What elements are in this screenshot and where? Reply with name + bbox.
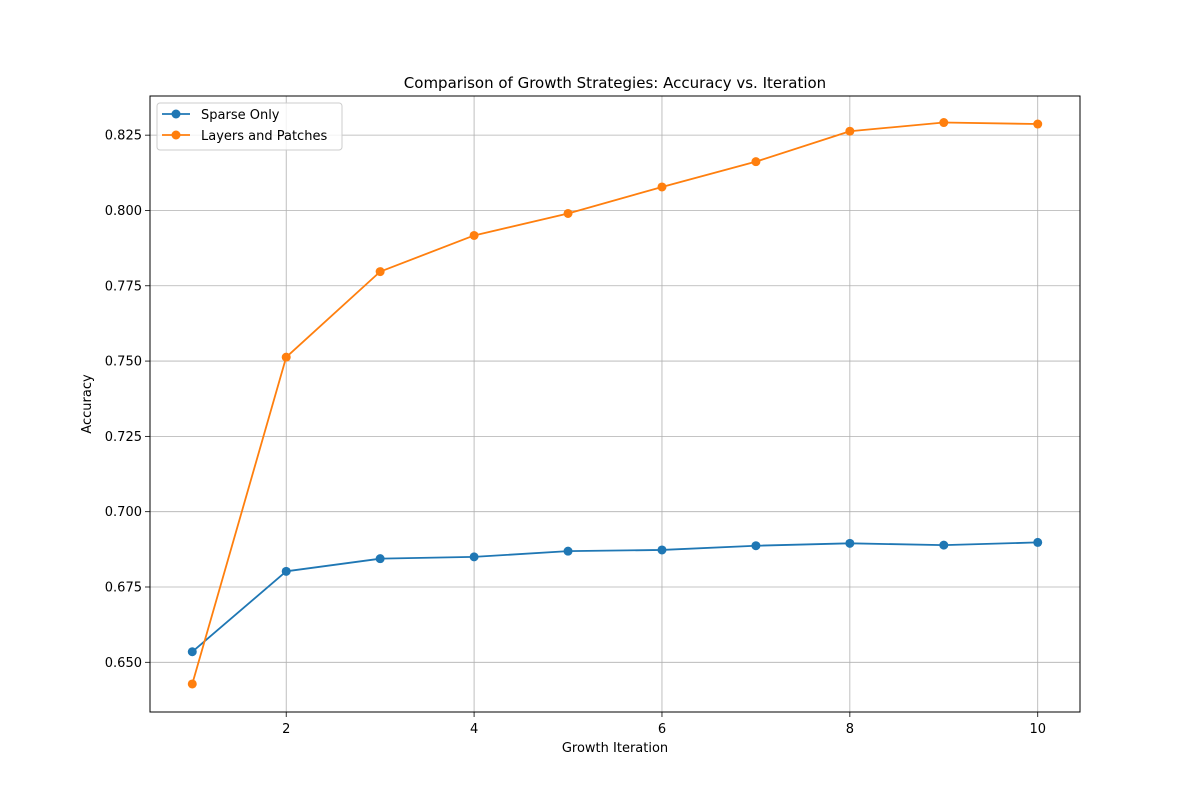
x-axis-label: Growth Iteration xyxy=(562,741,668,756)
plot-frame xyxy=(149,95,1081,713)
data-point-sparse-only xyxy=(563,546,573,556)
legend-marker-sparse-only xyxy=(171,109,181,119)
y-tick-label: 0.725 xyxy=(105,430,142,445)
data-point-layers-and-patches xyxy=(469,230,479,240)
data-point-sparse-only xyxy=(375,554,385,564)
x-tick-label: 2 xyxy=(282,722,290,737)
data-point-sparse-only xyxy=(657,545,667,555)
data-point-layers-and-patches xyxy=(375,267,385,277)
legend-label-layers-and-patches: Layers and Patches xyxy=(201,129,327,144)
y-tick-label: 0.775 xyxy=(105,279,142,294)
data-point-sparse-only xyxy=(187,647,197,657)
y-tick-label: 0.825 xyxy=(105,129,142,144)
y-tick-label: 0.800 xyxy=(105,204,142,219)
data-point-sparse-only xyxy=(281,566,291,576)
x-tick-label: 4 xyxy=(470,722,478,737)
data-point-layers-and-patches xyxy=(281,352,291,362)
axis-ticks: 2 4 6 8 10 0.650 0.675 0.700 0.725 0.750 0.775 0.80… xyxy=(105,129,1046,737)
data-point-layers-and-patches xyxy=(187,679,197,689)
legend-box xyxy=(156,102,343,151)
chart-title: Comparison of Growth Strategies: Accurac… xyxy=(404,74,826,92)
data-point-layers-and-patches xyxy=(657,182,667,192)
x-tick-label: 6 xyxy=(658,722,666,737)
data-point-sparse-only xyxy=(939,540,949,550)
series-line-layers-and-patches xyxy=(191,121,1038,685)
series-layer xyxy=(187,118,1043,689)
data-point-sparse-only xyxy=(469,552,479,562)
data-point-sparse-only xyxy=(845,538,855,548)
x-tick-label: 8 xyxy=(846,722,854,737)
y-tick-label: 0.750 xyxy=(105,355,142,370)
data-point-layers-and-patches xyxy=(939,118,949,128)
y-tick-label: 0.650 xyxy=(105,656,142,671)
data-point-layers-and-patches xyxy=(751,157,761,167)
data-point-sparse-only xyxy=(1033,537,1043,547)
y-tick-label: 0.675 xyxy=(105,580,142,595)
data-point-layers-and-patches xyxy=(563,208,573,218)
series-line-sparse-only xyxy=(191,541,1038,653)
data-point-layers-and-patches xyxy=(845,126,855,136)
x-tick-label: 10 xyxy=(1029,722,1046,737)
legend-marker-layers-and-patches xyxy=(171,130,181,140)
data-point-sparse-only xyxy=(751,541,761,551)
y-axis-label: Accuracy xyxy=(80,374,95,434)
legend: Sparse Only Layers and Patches xyxy=(156,102,343,151)
y-tick-label: 0.700 xyxy=(105,505,142,520)
plot-area xyxy=(150,96,1080,712)
legend-label-sparse-only: Sparse Only xyxy=(201,108,280,123)
grid-lines xyxy=(150,96,1080,712)
data-point-layers-and-patches xyxy=(1033,119,1043,129)
